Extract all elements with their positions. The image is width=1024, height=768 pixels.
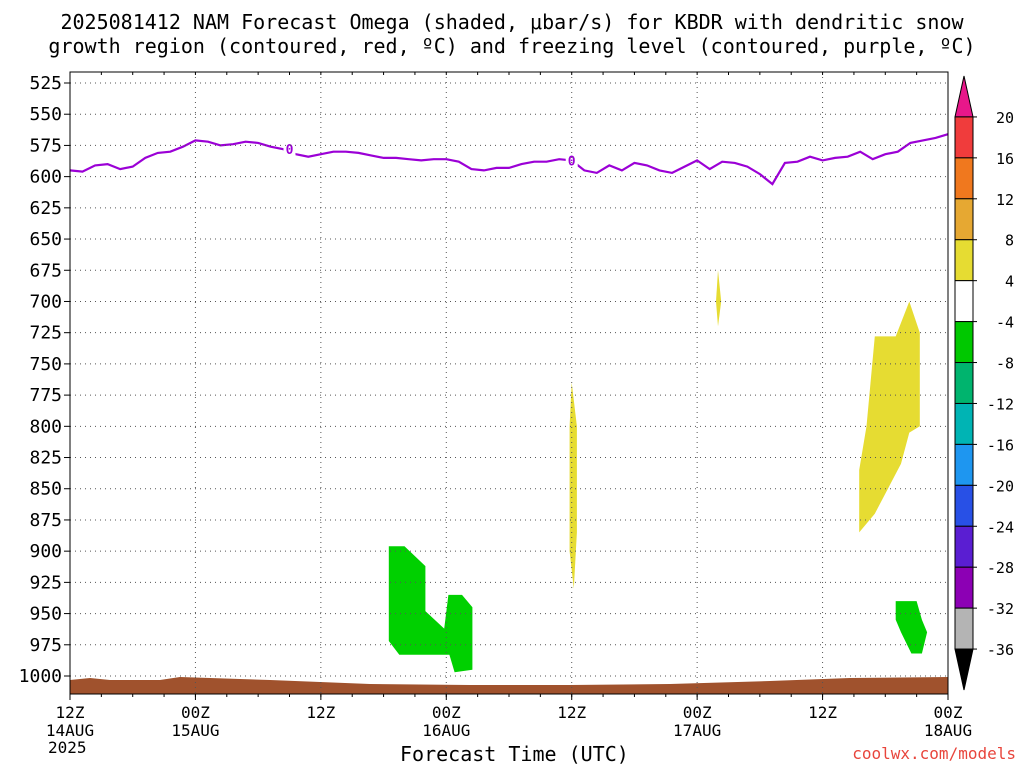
x-year-label: 2025	[48, 738, 87, 757]
y-tick-label-775: 775	[29, 385, 62, 406]
colorbar-segment-1	[954, 116, 974, 159]
x-axis-title: Forecast Time (UTC)	[400, 742, 629, 766]
y-tick-label-800: 800	[29, 416, 62, 437]
colorbar-segment-12	[954, 566, 974, 609]
x-tick-label-60: 00Z	[683, 703, 712, 722]
x-tick-label-24: 12Z	[306, 703, 335, 722]
colorbar-segment-13	[954, 607, 974, 650]
colorbar-segment-4	[954, 239, 974, 282]
x-date-label-84: 18AUG	[924, 721, 972, 740]
x-tick-label-12: 00Z	[181, 703, 210, 722]
colorbar-label-1: 16	[996, 150, 1014, 168]
y-tick-label-875: 875	[29, 510, 62, 531]
colorbar-label-2: 12	[996, 191, 1014, 209]
y-tick-label-575: 575	[29, 135, 62, 156]
colorbar-label-0: 20	[996, 109, 1014, 127]
omega-region-0	[388, 546, 473, 673]
x-tick-label-0: 12Z	[56, 703, 85, 722]
omega-region-3	[716, 270, 722, 327]
y-tick-label-600: 600	[29, 167, 62, 188]
colorbar-label-8: -16	[987, 436, 1014, 454]
colorbar-label-7: -12	[987, 395, 1014, 413]
y-tick-label-925: 925	[29, 572, 62, 593]
colorbar: 20 16 12 8 4 -4 -8 -12 -16 -20 -24 -28 -32 -36	[954, 75, 1014, 691]
y-tick-label-650: 650	[29, 229, 62, 250]
plot-area: 00	[69, 133, 949, 694]
freezing-level-label-0: 0	[286, 143, 294, 158]
colorbar-segment-9	[954, 443, 974, 486]
colorbar-segment-3	[954, 198, 974, 241]
y-tick-label-850: 850	[29, 479, 62, 500]
y-tick-label-550: 550	[29, 104, 62, 125]
colorbar-bottom-triangle	[954, 648, 974, 691]
y-tick-label-950: 950	[29, 604, 62, 625]
colorbar-segment-5	[954, 280, 974, 323]
x-date-label-60: 17AUG	[673, 721, 721, 740]
colorbar-segment-11	[954, 525, 974, 568]
colorbar-label-12: -32	[987, 600, 1014, 618]
axes: 525 550 575 600 625 650 675 700 725 750 775 800 825 8…	[19, 71, 972, 740]
x-tick-label-48: 12Z	[557, 703, 586, 722]
y-tick-label-1000: 1000	[19, 666, 62, 687]
freezing-level-label-1: 0	[568, 154, 576, 169]
x-tick-label-84: 00Z	[934, 703, 963, 722]
freezing-label-bg	[565, 152, 578, 168]
colorbar-segment-6	[954, 321, 974, 364]
x-date-label-12: 15AUG	[171, 721, 219, 740]
chart-title-line-1: 2025081412 NAM Forecast Omega (shaded, μ…	[60, 10, 964, 34]
colorbar-label-6: -8	[996, 355, 1014, 373]
colorbar-segment-10	[954, 484, 974, 527]
y-tick-label-675: 675	[29, 260, 62, 281]
freezing-level-line	[69, 133, 949, 186]
y-tick-label-825: 825	[29, 448, 62, 469]
y-tick-label-525: 525	[29, 73, 62, 94]
colorbar-label-5: -4	[996, 314, 1014, 332]
y-tick-label-700: 700	[29, 291, 62, 312]
ground-surface	[70, 677, 948, 694]
x-date-label-0: 14AUG	[46, 721, 94, 740]
y-tick-label-625: 625	[29, 198, 62, 219]
colorbar-segment-8	[954, 402, 974, 445]
colorbar-label-3: 8	[1005, 232, 1014, 250]
x-tick-label-72: 12Z	[808, 703, 837, 722]
colorbar-top-triangle	[954, 75, 974, 118]
colorbar-label-11: -28	[987, 559, 1014, 577]
omega-region-1	[895, 601, 928, 654]
omega-region-4	[859, 301, 920, 533]
omega-region-2	[569, 382, 577, 589]
y-tick-label-975: 975	[29, 635, 62, 656]
y-tick-label-750: 750	[29, 354, 62, 375]
colorbar-label-13: -36	[987, 641, 1014, 659]
credit-link[interactable]: coolwx.com/models	[852, 744, 1016, 763]
chart-title-line-2: growth region (contoured, red, ºC) and f…	[48, 34, 976, 58]
x-date-label-36: 16AUG	[422, 721, 470, 740]
colorbar-segment-2	[954, 157, 974, 200]
colorbar-label-10: -24	[987, 518, 1014, 536]
plot-frame	[69, 71, 949, 695]
x-tick-label-36: 00Z	[432, 703, 461, 722]
colorbar-label-9: -20	[987, 477, 1014, 495]
colorbar-segment-7	[954, 362, 974, 404]
y-tick-label-900: 900	[29, 541, 62, 562]
freezing-label-bg	[283, 141, 296, 157]
y-tick-label-725: 725	[29, 323, 62, 344]
colorbar-label-4: 4	[1005, 273, 1014, 291]
